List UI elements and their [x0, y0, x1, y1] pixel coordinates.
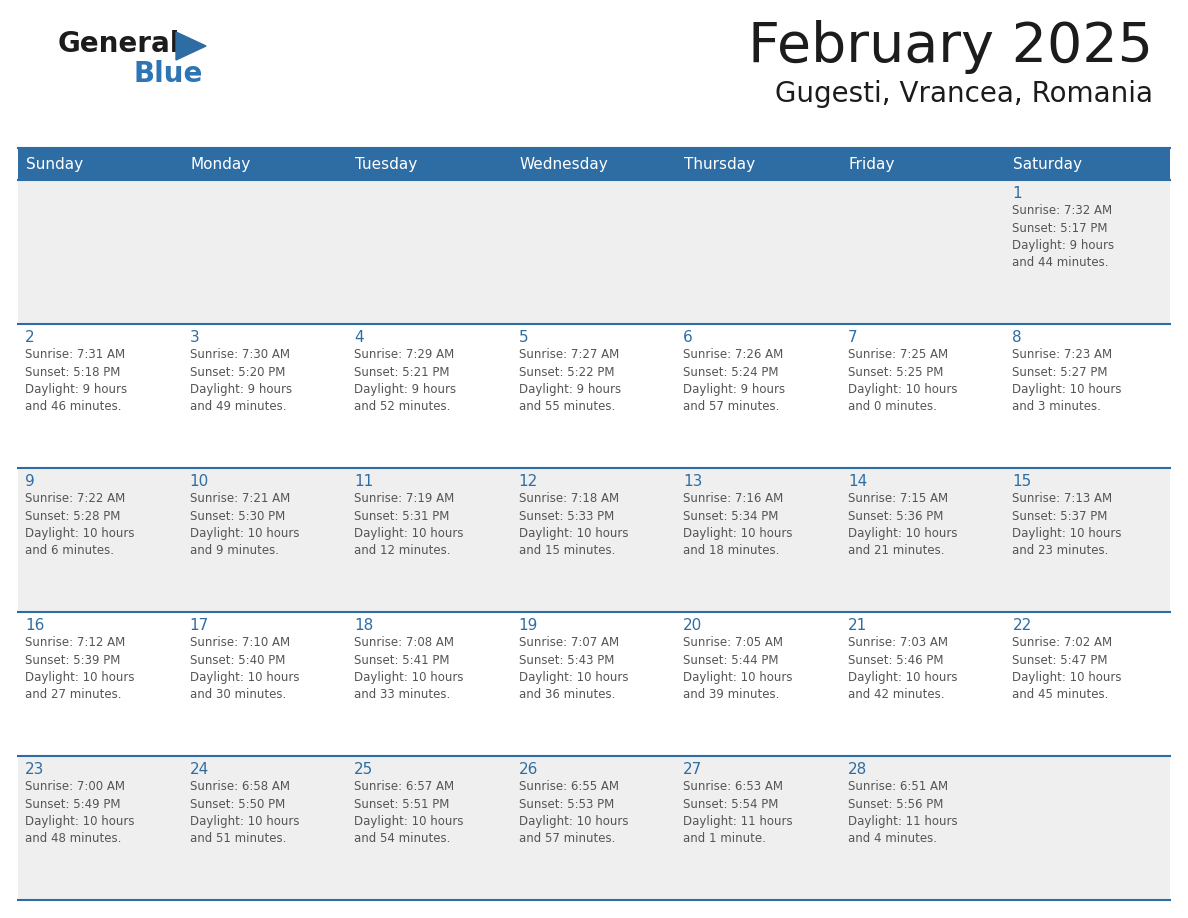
Text: 2: 2 [25, 330, 34, 345]
Text: Sunrise: 6:53 AM
Sunset: 5:54 PM
Daylight: 11 hours
and 1 minute.: Sunrise: 6:53 AM Sunset: 5:54 PM Dayligh… [683, 780, 792, 845]
Text: Gugesti, Vrancea, Romania: Gugesti, Vrancea, Romania [775, 80, 1154, 108]
Text: 21: 21 [848, 618, 867, 633]
Text: Sunrise: 7:23 AM
Sunset: 5:27 PM
Daylight: 10 hours
and 3 minutes.: Sunrise: 7:23 AM Sunset: 5:27 PM Dayligh… [1012, 348, 1121, 413]
Text: Sunrise: 7:10 AM
Sunset: 5:40 PM
Daylight: 10 hours
and 30 minutes.: Sunrise: 7:10 AM Sunset: 5:40 PM Dayligh… [190, 636, 299, 701]
Text: Monday: Monday [190, 156, 251, 172]
Text: Sunrise: 7:15 AM
Sunset: 5:36 PM
Daylight: 10 hours
and 21 minutes.: Sunrise: 7:15 AM Sunset: 5:36 PM Dayligh… [848, 492, 958, 557]
Text: Sunrise: 6:57 AM
Sunset: 5:51 PM
Daylight: 10 hours
and 54 minutes.: Sunrise: 6:57 AM Sunset: 5:51 PM Dayligh… [354, 780, 463, 845]
Text: Sunrise: 7:29 AM
Sunset: 5:21 PM
Daylight: 9 hours
and 52 minutes.: Sunrise: 7:29 AM Sunset: 5:21 PM Dayligh… [354, 348, 456, 413]
Polygon shape [176, 32, 206, 60]
Text: 14: 14 [848, 474, 867, 489]
Text: Sunrise: 7:21 AM
Sunset: 5:30 PM
Daylight: 10 hours
and 9 minutes.: Sunrise: 7:21 AM Sunset: 5:30 PM Dayligh… [190, 492, 299, 557]
Text: 20: 20 [683, 618, 702, 633]
Text: Sunrise: 7:02 AM
Sunset: 5:47 PM
Daylight: 10 hours
and 45 minutes.: Sunrise: 7:02 AM Sunset: 5:47 PM Dayligh… [1012, 636, 1121, 701]
Text: Blue: Blue [133, 60, 202, 88]
Text: 6: 6 [683, 330, 693, 345]
Text: Sunrise: 6:58 AM
Sunset: 5:50 PM
Daylight: 10 hours
and 51 minutes.: Sunrise: 6:58 AM Sunset: 5:50 PM Dayligh… [190, 780, 299, 845]
Text: 17: 17 [190, 618, 209, 633]
Text: 27: 27 [683, 762, 702, 777]
Text: Sunrise: 7:16 AM
Sunset: 5:34 PM
Daylight: 10 hours
and 18 minutes.: Sunrise: 7:16 AM Sunset: 5:34 PM Dayligh… [683, 492, 792, 557]
Text: Sunrise: 7:31 AM
Sunset: 5:18 PM
Daylight: 9 hours
and 46 minutes.: Sunrise: 7:31 AM Sunset: 5:18 PM Dayligh… [25, 348, 127, 413]
Text: Sunrise: 7:08 AM
Sunset: 5:41 PM
Daylight: 10 hours
and 33 minutes.: Sunrise: 7:08 AM Sunset: 5:41 PM Dayligh… [354, 636, 463, 701]
Text: 26: 26 [519, 762, 538, 777]
Text: 16: 16 [25, 618, 44, 633]
Text: 28: 28 [848, 762, 867, 777]
Text: Sunrise: 7:19 AM
Sunset: 5:31 PM
Daylight: 10 hours
and 12 minutes.: Sunrise: 7:19 AM Sunset: 5:31 PM Dayligh… [354, 492, 463, 557]
Text: 25: 25 [354, 762, 373, 777]
Bar [18, 756, 1170, 900]
Text: 1: 1 [1012, 186, 1022, 201]
Text: 11: 11 [354, 474, 373, 489]
Text: 23: 23 [25, 762, 44, 777]
Text: 18: 18 [354, 618, 373, 633]
Text: Sunrise: 7:30 AM
Sunset: 5:20 PM
Daylight: 9 hours
and 49 minutes.: Sunrise: 7:30 AM Sunset: 5:20 PM Dayligh… [190, 348, 292, 413]
Text: 12: 12 [519, 474, 538, 489]
Text: Wednesday: Wednesday [519, 156, 608, 172]
Text: Sunrise: 7:32 AM
Sunset: 5:17 PM
Daylight: 9 hours
and 44 minutes.: Sunrise: 7:32 AM Sunset: 5:17 PM Dayligh… [1012, 204, 1114, 270]
Text: 8: 8 [1012, 330, 1022, 345]
Text: 19: 19 [519, 618, 538, 633]
Bar [18, 148, 1170, 180]
Text: Sunrise: 7:18 AM
Sunset: 5:33 PM
Daylight: 10 hours
and 15 minutes.: Sunrise: 7:18 AM Sunset: 5:33 PM Dayligh… [519, 492, 628, 557]
Text: Sunrise: 7:26 AM
Sunset: 5:24 PM
Daylight: 9 hours
and 57 minutes.: Sunrise: 7:26 AM Sunset: 5:24 PM Dayligh… [683, 348, 785, 413]
Text: 4: 4 [354, 330, 364, 345]
Text: Tuesday: Tuesday [355, 156, 417, 172]
Text: 7: 7 [848, 330, 858, 345]
Text: Friday: Friday [849, 156, 896, 172]
Text: Sunday: Sunday [26, 156, 83, 172]
Text: Sunrise: 7:05 AM
Sunset: 5:44 PM
Daylight: 10 hours
and 39 minutes.: Sunrise: 7:05 AM Sunset: 5:44 PM Dayligh… [683, 636, 792, 701]
Bar [18, 468, 1170, 612]
Text: Sunrise: 7:00 AM
Sunset: 5:49 PM
Daylight: 10 hours
and 48 minutes.: Sunrise: 7:00 AM Sunset: 5:49 PM Dayligh… [25, 780, 134, 845]
Text: 13: 13 [683, 474, 702, 489]
Text: 15: 15 [1012, 474, 1031, 489]
Text: 24: 24 [190, 762, 209, 777]
Text: Sunrise: 7:25 AM
Sunset: 5:25 PM
Daylight: 10 hours
and 0 minutes.: Sunrise: 7:25 AM Sunset: 5:25 PM Dayligh… [848, 348, 958, 413]
Text: Sunrise: 7:03 AM
Sunset: 5:46 PM
Daylight: 10 hours
and 42 minutes.: Sunrise: 7:03 AM Sunset: 5:46 PM Dayligh… [848, 636, 958, 701]
Text: Sunrise: 7:07 AM
Sunset: 5:43 PM
Daylight: 10 hours
and 36 minutes.: Sunrise: 7:07 AM Sunset: 5:43 PM Dayligh… [519, 636, 628, 701]
Text: Saturday: Saturday [1013, 156, 1082, 172]
Text: Sunrise: 7:13 AM
Sunset: 5:37 PM
Daylight: 10 hours
and 23 minutes.: Sunrise: 7:13 AM Sunset: 5:37 PM Dayligh… [1012, 492, 1121, 557]
Text: 5: 5 [519, 330, 529, 345]
Text: General: General [58, 30, 181, 58]
Text: Sunrise: 6:55 AM
Sunset: 5:53 PM
Daylight: 10 hours
and 57 minutes.: Sunrise: 6:55 AM Sunset: 5:53 PM Dayligh… [519, 780, 628, 845]
Text: 22: 22 [1012, 618, 1031, 633]
Text: Thursday: Thursday [684, 156, 756, 172]
Text: Sunrise: 7:27 AM
Sunset: 5:22 PM
Daylight: 9 hours
and 55 minutes.: Sunrise: 7:27 AM Sunset: 5:22 PM Dayligh… [519, 348, 621, 413]
Text: Sunrise: 7:22 AM
Sunset: 5:28 PM
Daylight: 10 hours
and 6 minutes.: Sunrise: 7:22 AM Sunset: 5:28 PM Dayligh… [25, 492, 134, 557]
Bar [18, 324, 1170, 468]
Text: 9: 9 [25, 474, 34, 489]
Text: 3: 3 [190, 330, 200, 345]
Bar [18, 612, 1170, 756]
Text: February 2025: February 2025 [748, 20, 1154, 74]
Text: 10: 10 [190, 474, 209, 489]
Text: Sunrise: 6:51 AM
Sunset: 5:56 PM
Daylight: 11 hours
and 4 minutes.: Sunrise: 6:51 AM Sunset: 5:56 PM Dayligh… [848, 780, 958, 845]
Text: Sunrise: 7:12 AM
Sunset: 5:39 PM
Daylight: 10 hours
and 27 minutes.: Sunrise: 7:12 AM Sunset: 5:39 PM Dayligh… [25, 636, 134, 701]
Bar [18, 180, 1170, 324]
